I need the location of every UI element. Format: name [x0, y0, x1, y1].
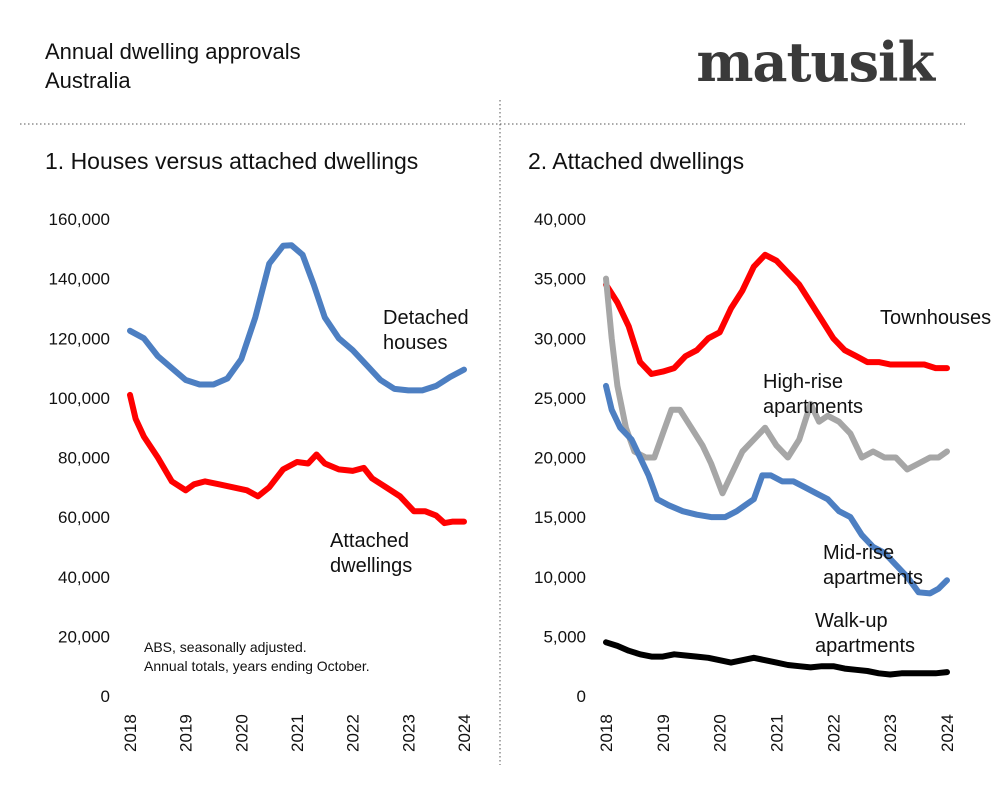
x-tick-label: 2022 [824, 714, 843, 752]
series-line-high-rise-apartments [603, 275, 950, 497]
series-label: apartments [815, 635, 915, 657]
x-tick-label: 2020 [232, 714, 251, 752]
series-label: High-rise [763, 371, 843, 393]
y-tick-label: 120,000 [49, 329, 110, 348]
series-line-detached-houses [127, 242, 467, 394]
y-tick-label: 5,000 [543, 627, 586, 646]
series-label: Attached [330, 530, 409, 552]
x-tick-label: 2020 [711, 714, 730, 752]
series-label: Detached [383, 307, 469, 329]
y-tick-label: 10,000 [534, 568, 586, 587]
x-tick-label: 2021 [768, 714, 787, 752]
series-label: Walk-up [815, 610, 888, 632]
x-tick-label: 2021 [288, 714, 307, 752]
y-tick-label: 60,000 [58, 508, 110, 527]
series-line-attached-dwellings [127, 391, 467, 527]
x-tick-label: 2022 [344, 714, 363, 752]
series-label: Townhouses [880, 307, 991, 329]
x-tick-label: 2023 [881, 714, 900, 752]
series-label: dwellings [330, 555, 412, 577]
series-label: apartments [763, 396, 863, 418]
source-note-line-1: ABS, seasonally adjusted. [144, 639, 307, 655]
page-subtitle: Australia [45, 68, 131, 93]
y-tick-label: 140,000 [49, 270, 110, 289]
series-line-walk-up-apartments [603, 639, 950, 678]
x-tick-label: 2019 [177, 714, 196, 752]
source-note-line-2: Annual totals, years ending October. [144, 658, 370, 674]
y-tick-label: 40,000 [58, 568, 110, 587]
brand-logo: matusik [696, 30, 935, 94]
x-tick-label: 2019 [654, 714, 673, 752]
y-tick-label: 100,000 [49, 389, 110, 408]
series-label: Mid-rise [823, 542, 894, 564]
y-tick-label: 0 [101, 687, 110, 706]
series-label: houses [383, 332, 448, 354]
y-tick-label: 20,000 [58, 627, 110, 646]
y-tick-label: 25,000 [534, 389, 586, 408]
series-line-townhouses [603, 251, 950, 377]
series-line-mid-rise-apartments [603, 382, 950, 597]
x-tick-label: 2024 [455, 714, 474, 752]
chart-1-houses-vs-attached: 0 20,000 40,000 60,000 80,000 100,000 120,000 1… [49, 210, 474, 752]
y-tick-label: 80,000 [58, 449, 110, 468]
y-tick-label: 15,000 [534, 508, 586, 527]
y-tick-label: 0 [577, 687, 586, 706]
chart-2-attached-dwellings: 0 5,000 10,000 15,000 20,000 25,000 30,000 35,0… [534, 210, 991, 752]
series-label: apartments [823, 567, 923, 589]
x-tick-label: 2024 [938, 714, 957, 752]
y-tick-label: 20,000 [534, 449, 586, 468]
y-tick-label: 30,000 [534, 329, 586, 348]
y-tick-label: 35,000 [534, 270, 586, 289]
x-tick-label: 2018 [121, 714, 140, 752]
x-tick-label: 2018 [597, 714, 616, 752]
page-title: Annual dwelling approvals [45, 39, 301, 64]
y-tick-label: 40,000 [534, 210, 586, 229]
y-tick-label: 160,000 [49, 210, 110, 229]
chart-2-title: 2. Attached dwellings [528, 148, 745, 174]
x-tick-label: 2023 [399, 714, 418, 752]
chart-1-title: 1. Houses versus attached dwellings [45, 148, 419, 174]
